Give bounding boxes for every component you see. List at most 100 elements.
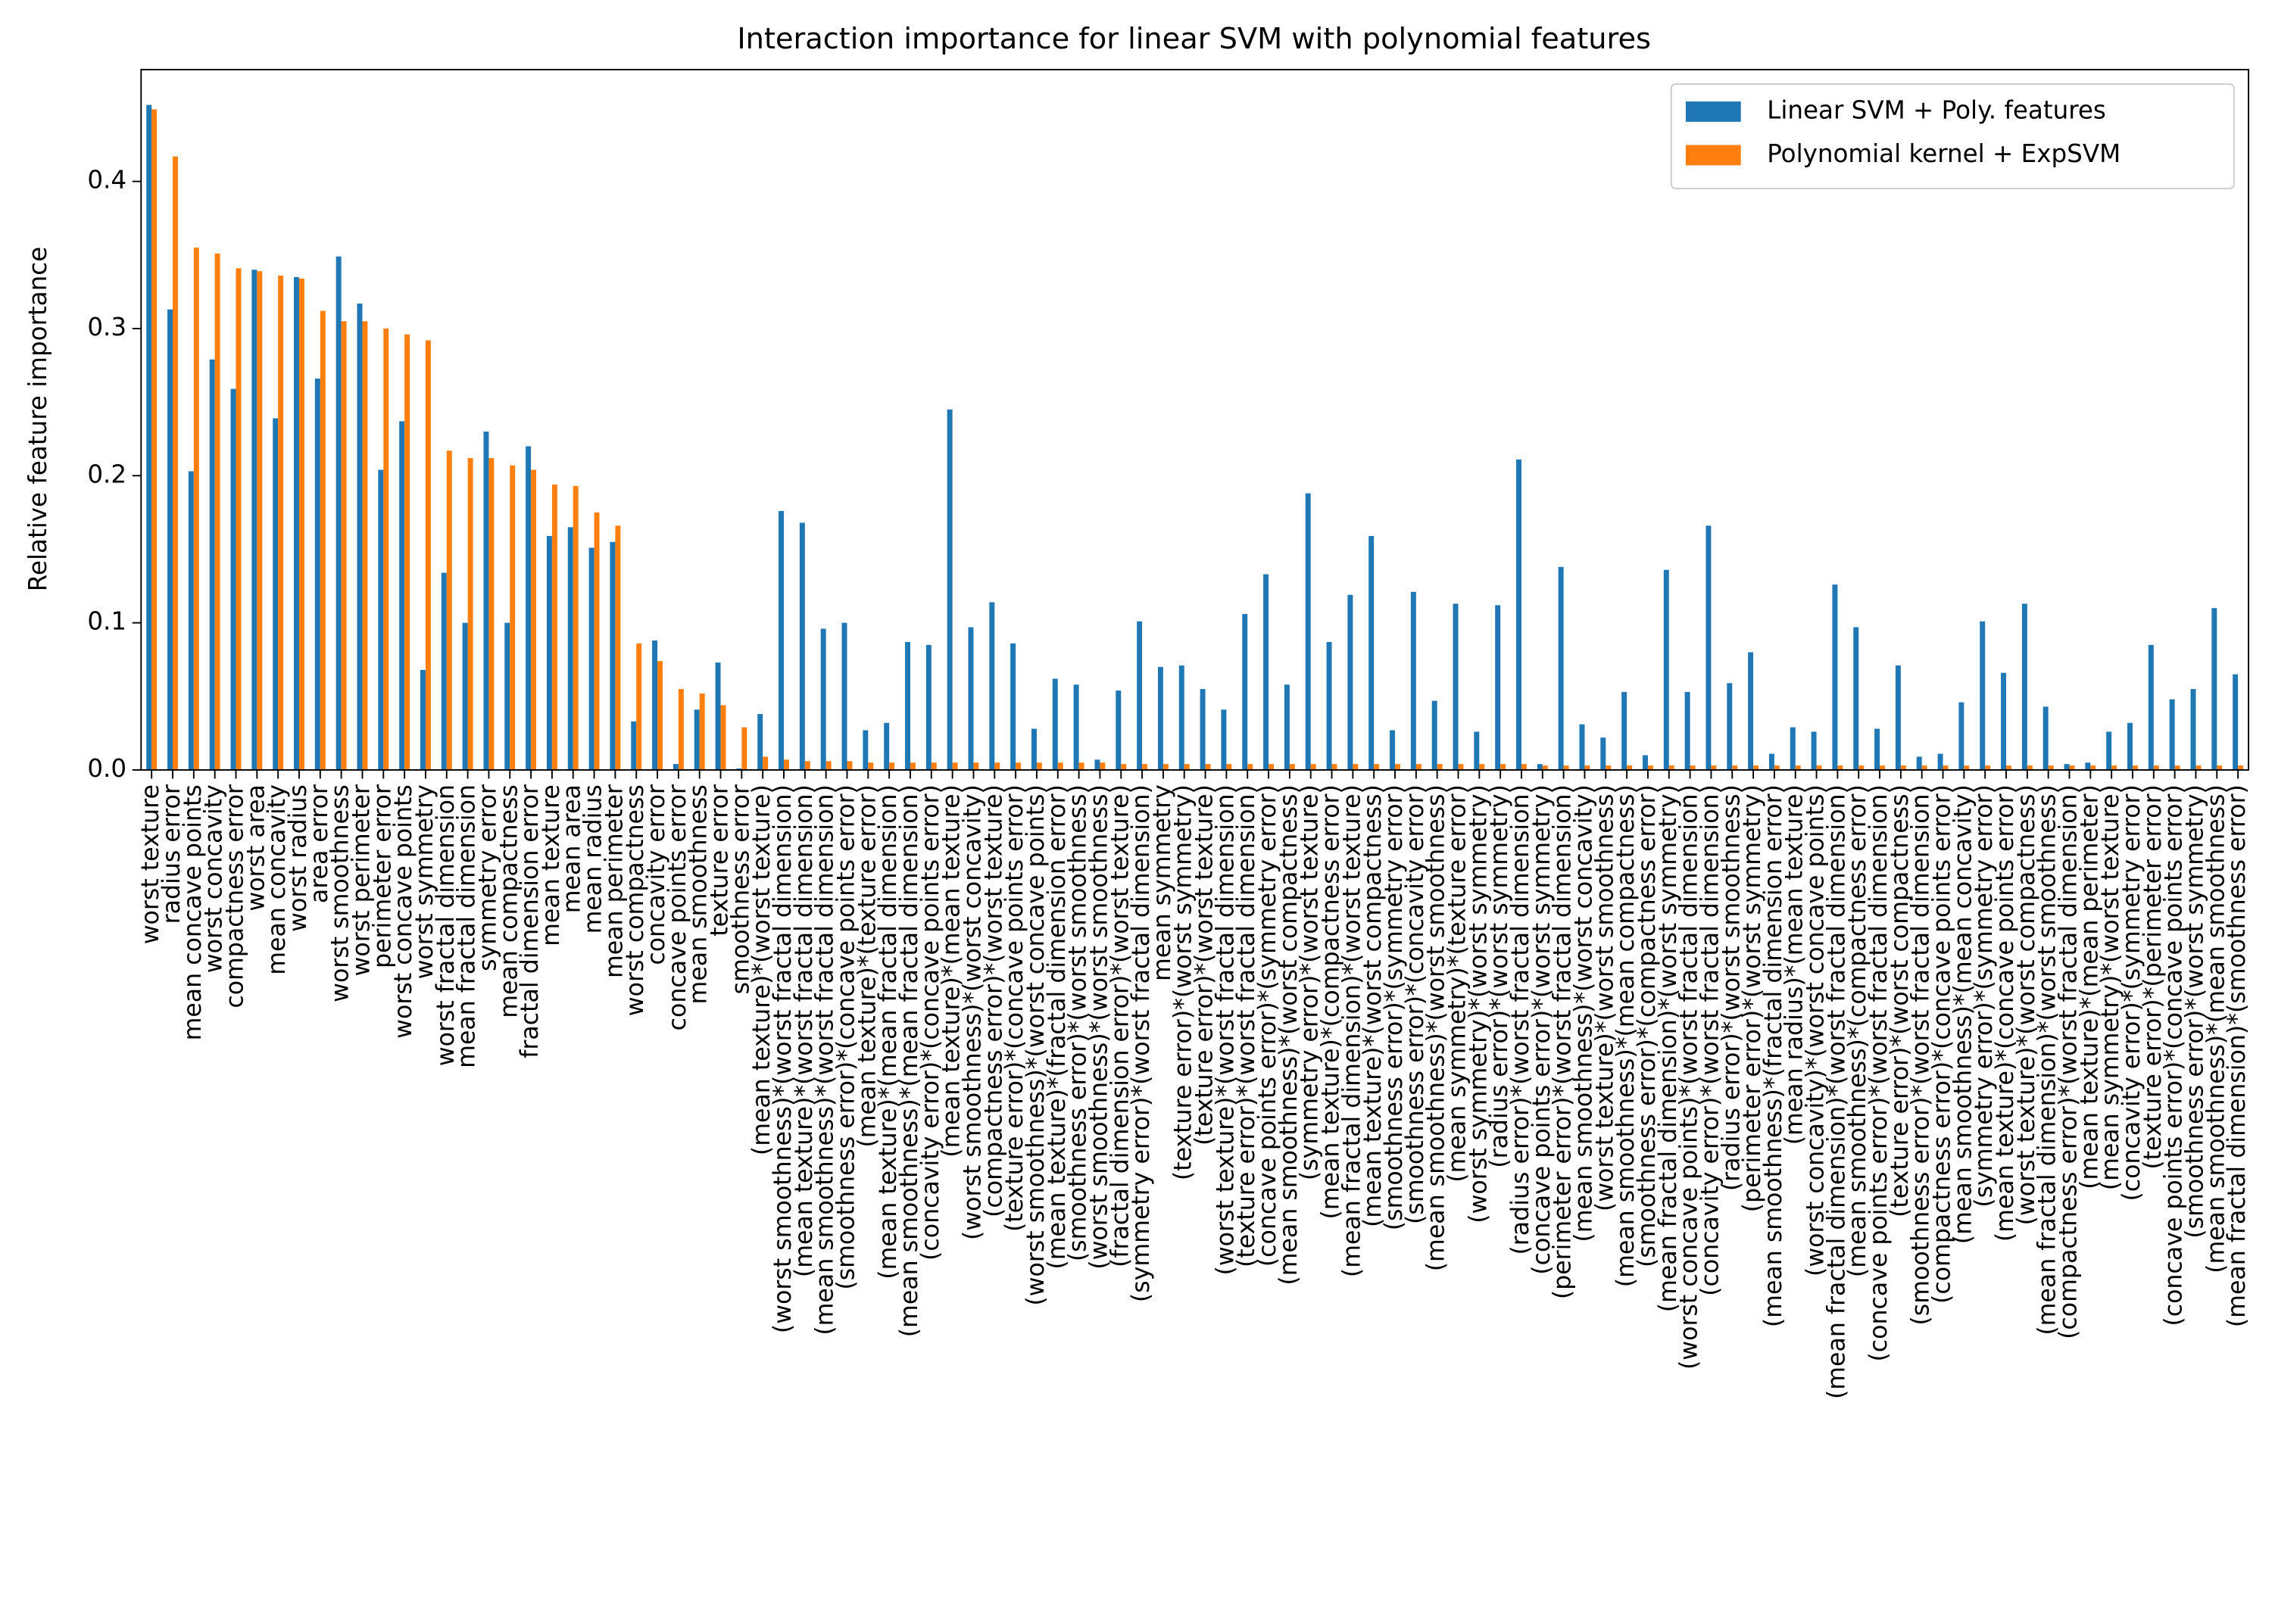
x-tick-label: (mean smoothness)*(compactness error)	[1844, 784, 1871, 1277]
x-tick-label: (radius error)*(worst fractal dimension)	[1507, 784, 1534, 1255]
bar	[1368, 535, 1375, 770]
x-tick-label: worst smoothness	[327, 784, 354, 1002]
bar	[1853, 627, 1859, 770]
bar	[1558, 566, 1564, 770]
bar	[1921, 765, 1927, 770]
x-tick-label: perimeter error	[369, 784, 396, 968]
bar	[1900, 765, 1906, 770]
bar	[1178, 665, 1184, 770]
bar	[973, 762, 979, 770]
bar	[1937, 753, 1943, 770]
x-tick-label: (concavity error)*(concave points error)	[917, 784, 944, 1261]
x-tick-label: smoothness error	[727, 784, 754, 994]
bar	[2148, 644, 2154, 770]
bar	[483, 431, 489, 770]
bar	[151, 109, 158, 770]
y-tick-label: 0.1	[87, 607, 126, 636]
bar	[841, 622, 847, 770]
bar	[1205, 764, 1211, 770]
bar	[1031, 728, 1037, 770]
bar	[1415, 764, 1421, 770]
y-tick-label: 0.0	[87, 754, 126, 783]
bar	[804, 761, 810, 770]
bar	[2006, 765, 2011, 770]
x-tick-label: concave points error	[664, 784, 691, 1030]
bar	[425, 340, 431, 770]
bar	[1157, 666, 1163, 770]
x-tick-label: (texture error)*(concave points error)	[1001, 784, 1028, 1232]
bar	[567, 527, 573, 770]
bar	[2238, 765, 2244, 770]
x-tick-label: (smoothness error)*(compactness error)	[1634, 784, 1661, 1267]
x-tick-label: (mean texture)*(worst texture)	[748, 784, 775, 1155]
bar	[1727, 683, 1733, 770]
x-tick-label: (texture error)*(perimeter error)	[2139, 784, 2167, 1170]
bar	[2106, 731, 2112, 770]
bar	[467, 457, 473, 770]
bar	[678, 689, 684, 770]
x-tick-label: (smoothness error)*(worst smoothness)	[1065, 784, 1092, 1261]
bar	[1284, 684, 1290, 770]
bar	[188, 471, 194, 770]
x-tick-label: (symmetry error)*(worst fractal dimensio…	[1128, 784, 1155, 1302]
x-tick-label: (texture error)*(worst symmetry)	[1170, 784, 1197, 1180]
bar	[1732, 765, 1738, 770]
x-tick-label: compactness error	[221, 784, 248, 1008]
bar	[757, 714, 763, 770]
chart-title: Interaction importance for linear SVM wi…	[737, 22, 1651, 56]
bar	[383, 328, 389, 770]
x-tick-label: (concave points error)*(worst symmetry)	[1528, 784, 1556, 1275]
x-tick-label: worst texture	[137, 784, 164, 944]
x-tick-label: (compactness error)*(worst texture)	[980, 784, 1007, 1217]
bar	[1142, 764, 1148, 770]
bar	[1052, 678, 1058, 770]
bar	[594, 512, 600, 770]
x-tick-label: (mean fractal dimension)*(worst fractal …	[1823, 784, 1850, 1399]
bar	[1353, 764, 1359, 770]
bar	[1100, 762, 1106, 770]
x-tick-label: mean perimeter	[601, 784, 628, 978]
bar	[314, 379, 320, 770]
x-tick-label: (texture error)*(worst fractal dimension…	[1233, 784, 1260, 1267]
bar	[146, 104, 152, 770]
bar	[694, 709, 700, 770]
x-tick-label: (mean smoothness)*(mean fractal dimensio…	[896, 784, 923, 1337]
x-tick-label: (mean smoothness)*(mean concavity)	[1949, 784, 1977, 1244]
x-tick-label: (mean smoothness)*(mean smoothness)	[2202, 784, 2230, 1273]
bar	[1326, 641, 1332, 770]
bar	[1705, 525, 1712, 770]
bar	[488, 457, 495, 770]
bar	[2127, 722, 2133, 770]
bar	[715, 662, 721, 770]
bar	[989, 602, 995, 770]
x-tick-label: (texture error)*(worst texture)	[1191, 784, 1219, 1146]
bar	[2021, 603, 2027, 770]
bar	[446, 450, 452, 770]
bar	[1331, 764, 1337, 770]
bar	[699, 693, 705, 770]
bar	[1895, 665, 1901, 770]
bar	[1221, 709, 1227, 770]
legend-label: Polynomial kernel + ExpSVM	[1767, 139, 2121, 168]
x-tick-label: (worst smoothness)*(worst concave points…	[1022, 784, 1050, 1306]
legend: Linear SVM + Poly. features Polynomial ke…	[1670, 83, 2235, 189]
x-tick-label: (perimeter error)*(worst fractal dimensi…	[1549, 784, 1577, 1299]
bar	[2169, 699, 2175, 770]
bar	[673, 764, 679, 770]
bar	[1600, 737, 1606, 770]
bar	[167, 309, 173, 770]
bar	[1226, 764, 1232, 770]
bar	[636, 643, 642, 770]
x-tick-label: (mean smoothness)*(worst compactness)	[1275, 784, 1303, 1286]
bar	[209, 359, 215, 770]
legend-swatch	[1685, 101, 1741, 122]
bar	[657, 661, 663, 770]
x-tick-label: (compactness error)*(concave points erro…	[1929, 784, 1956, 1304]
bar	[420, 669, 426, 770]
x-tick-label: (concavity error)*(worst fractal dimensi…	[1696, 784, 1724, 1296]
bar	[362, 321, 368, 770]
bar	[1269, 764, 1275, 770]
bar	[615, 525, 621, 770]
